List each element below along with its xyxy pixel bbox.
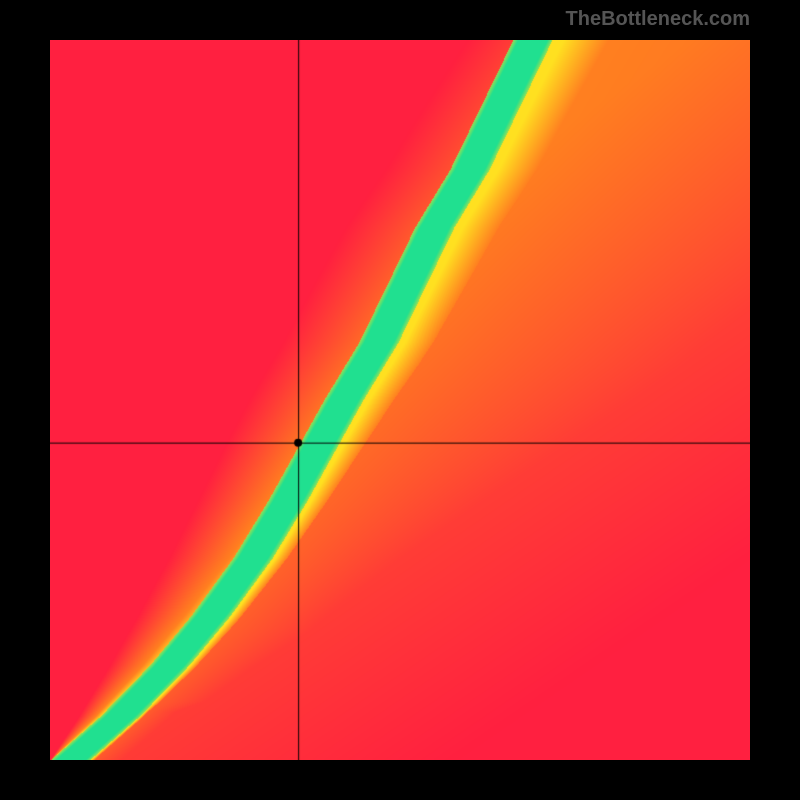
chart-container: TheBottleneck.com <box>0 0 800 800</box>
heatmap-plot <box>50 40 750 760</box>
watermark-text: TheBottleneck.com <box>566 8 750 31</box>
heatmap-canvas <box>50 40 750 760</box>
